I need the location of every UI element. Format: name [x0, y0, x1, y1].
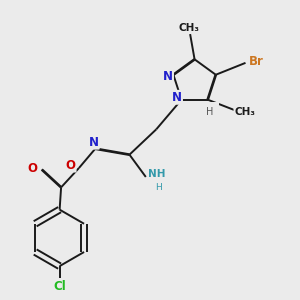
Text: CH₃: CH₃	[234, 106, 255, 117]
Text: H: H	[155, 183, 162, 192]
Text: O: O	[28, 161, 38, 175]
Text: O: O	[66, 159, 76, 172]
Text: NH: NH	[148, 169, 166, 179]
Text: N: N	[172, 91, 182, 104]
Text: N: N	[89, 136, 99, 149]
Text: Br: Br	[249, 55, 264, 68]
Text: Cl: Cl	[53, 280, 66, 293]
Text: H: H	[206, 107, 214, 117]
Text: N: N	[163, 70, 173, 83]
Text: CH₃: CH₃	[178, 22, 199, 32]
